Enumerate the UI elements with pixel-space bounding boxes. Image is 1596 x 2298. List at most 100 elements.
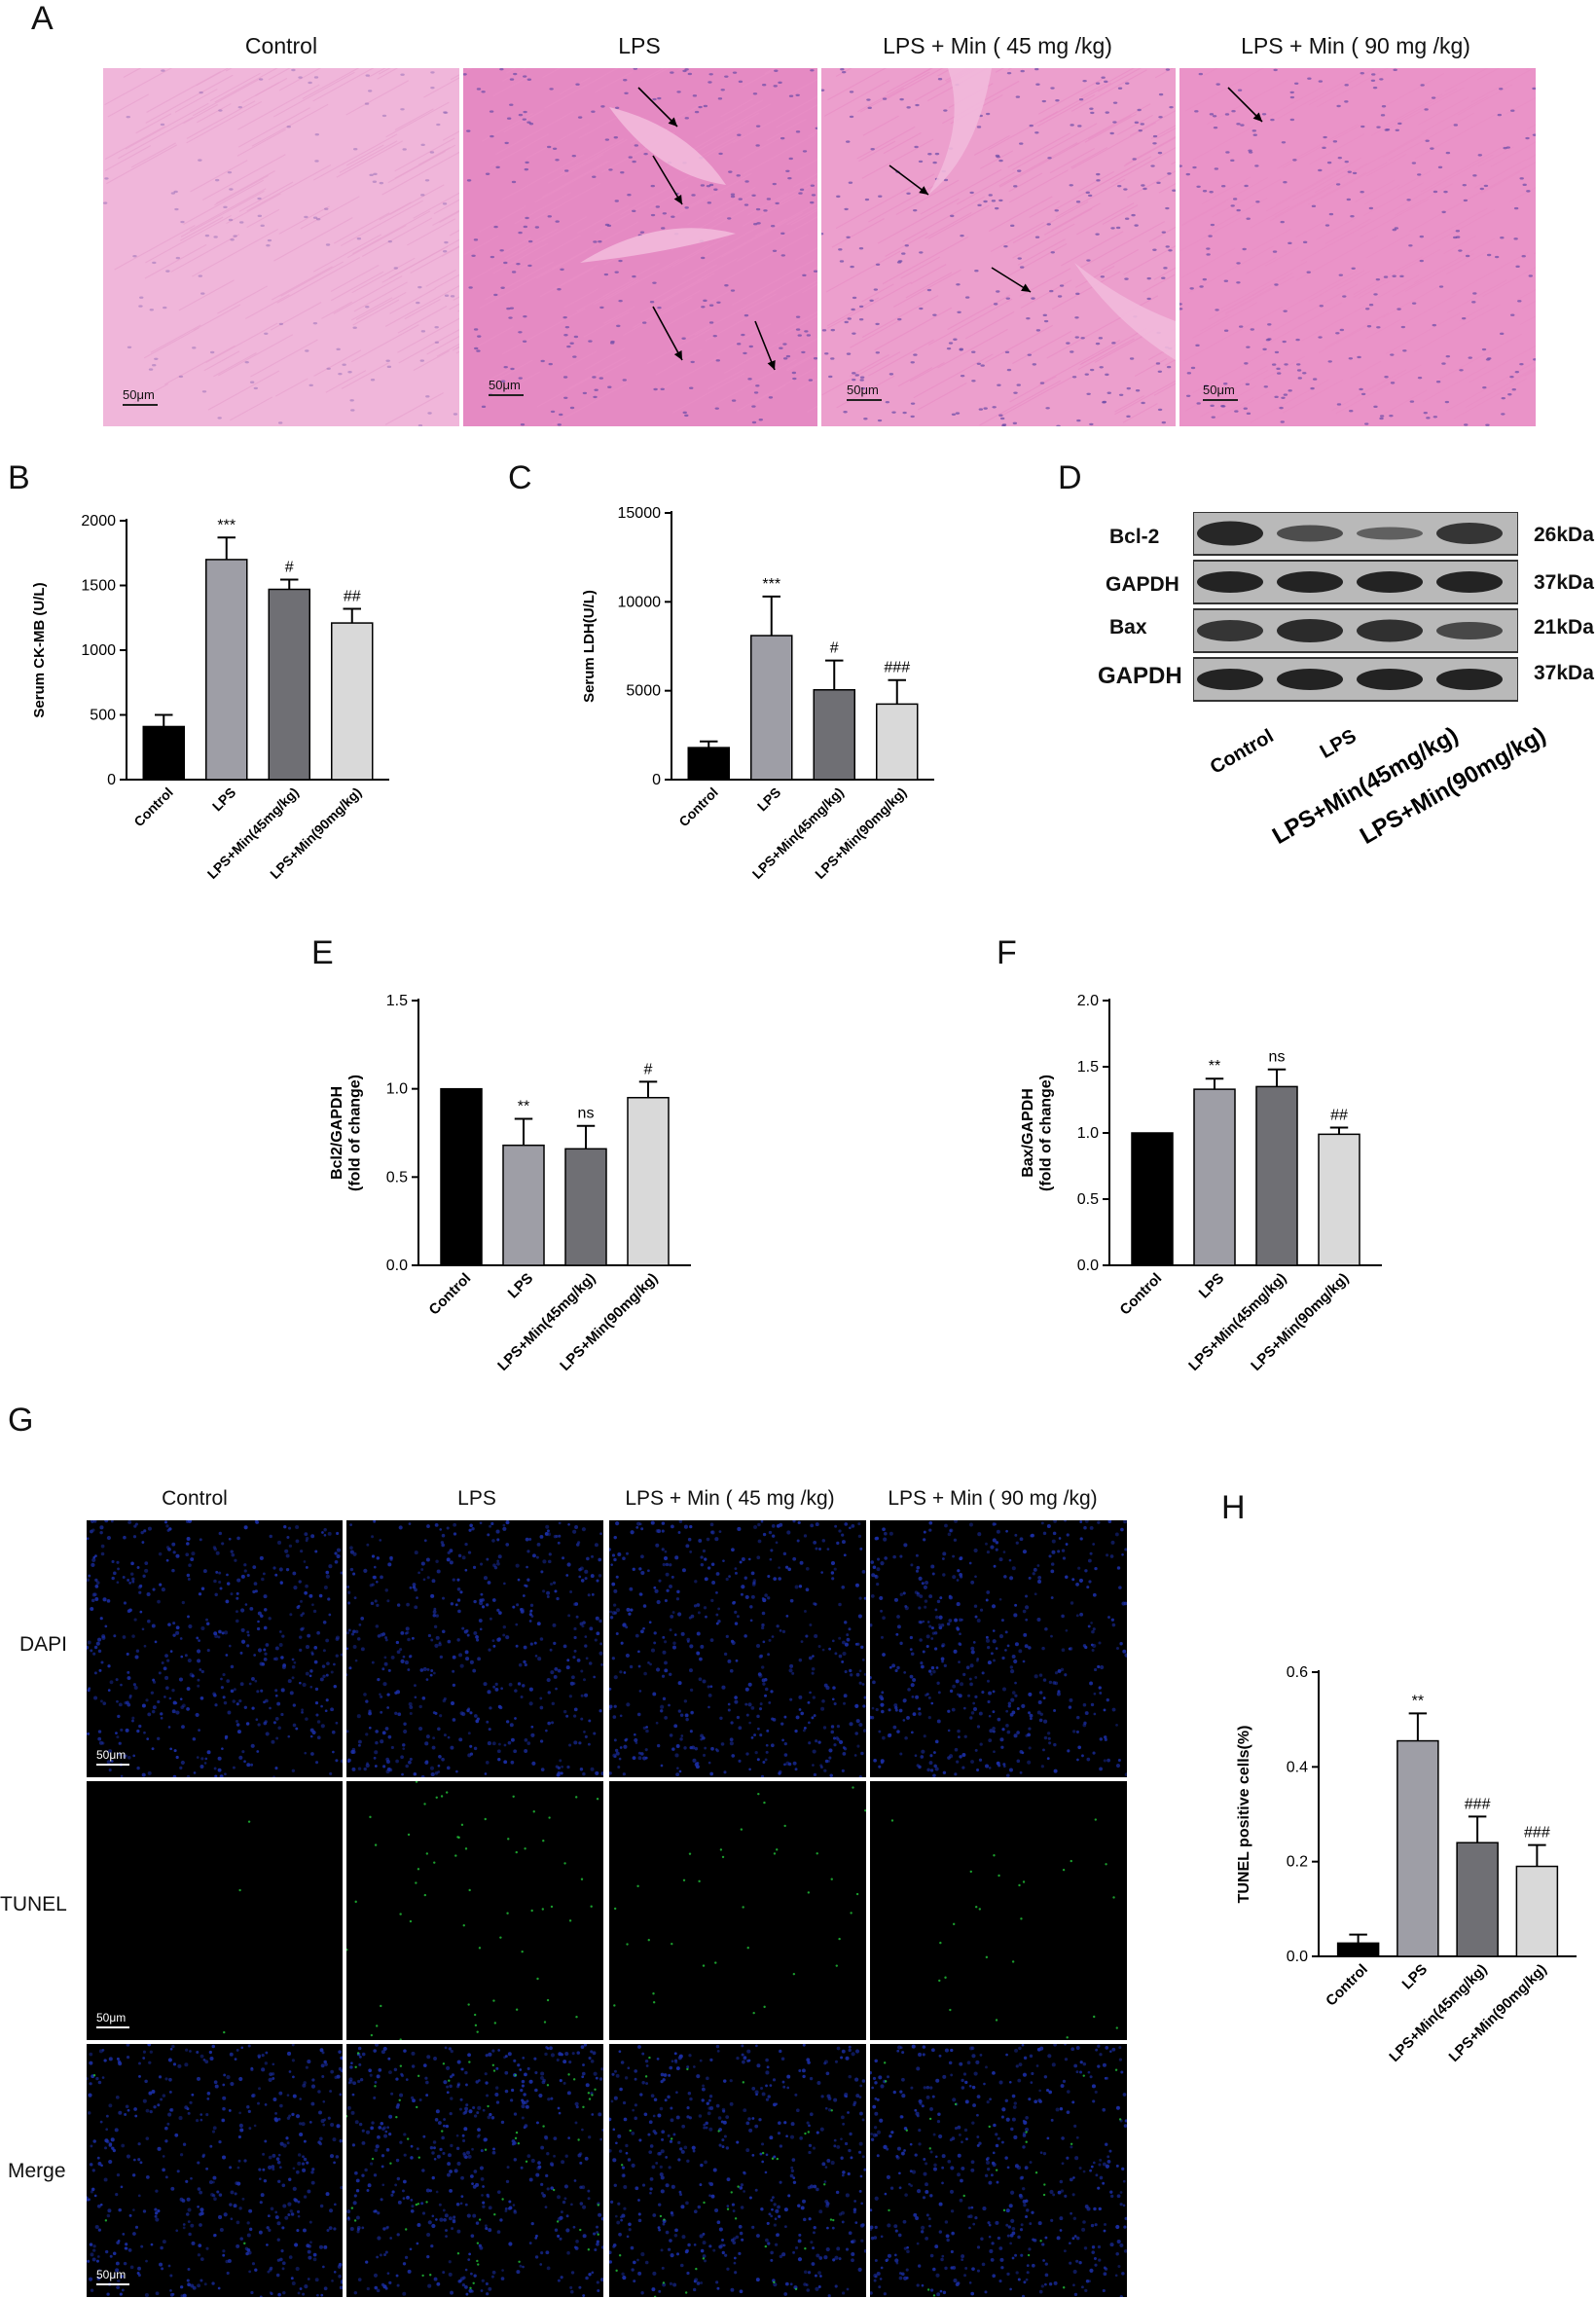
dapi-nucleus — [613, 1603, 617, 1607]
dapi-nucleus — [383, 1656, 387, 1660]
dapi-nucleus — [147, 2044, 152, 2047]
dapi-nucleus — [464, 2268, 468, 2272]
dapi-nucleus — [142, 2057, 146, 2060]
he-nucleus — [1392, 274, 1396, 277]
dapi-nucleus — [447, 1550, 451, 1555]
dapi-nucleus — [780, 1722, 784, 1726]
dapi-nucleus — [309, 1685, 313, 1689]
dapi-nucleus — [587, 2197, 591, 2201]
dapi-nucleus — [123, 1535, 127, 1540]
dapi-nucleus — [250, 1743, 255, 1748]
he-nucleus — [1101, 76, 1106, 79]
dapi-nucleus — [191, 2093, 195, 2097]
dapi-nucleus — [697, 1611, 701, 1615]
dapi-nucleus — [756, 1758, 760, 1762]
he-fiber — [1020, 279, 1072, 309]
significance-label: *** — [762, 576, 780, 593]
dapi-nucleus — [212, 1546, 217, 1550]
dapi-nucleus — [246, 2105, 250, 2109]
dapi-nucleus — [849, 1722, 853, 1727]
he-texture — [103, 68, 459, 426]
dapi-nucleus — [549, 2046, 553, 2051]
he-nucleus — [1432, 323, 1436, 327]
y-tick-label: 1.0 — [386, 1081, 408, 1098]
he-nucleus — [1077, 125, 1082, 128]
dapi-nucleus — [925, 1693, 929, 1696]
dapi-nucleus — [141, 1772, 146, 1777]
dapi-nucleus — [356, 2230, 360, 2234]
dapi-nucleus — [725, 1577, 729, 1582]
he-nucleus — [103, 201, 108, 204]
dapi-nucleus — [274, 2215, 279, 2220]
dapi-nucleus — [762, 1761, 766, 1764]
dapi-nucleus — [117, 1714, 121, 1719]
dapi-nucleus — [477, 2128, 481, 2133]
dapi-nucleus — [167, 2058, 172, 2062]
he-nucleus — [563, 334, 568, 337]
he-nucleus — [773, 85, 778, 88]
he-fiber — [979, 380, 1062, 426]
he-fiber — [1262, 302, 1343, 347]
dapi-nucleus — [611, 1657, 615, 1660]
dapi-nucleus — [381, 2154, 385, 2158]
dapi-nucleus — [211, 2281, 215, 2285]
dapi-nucleus — [480, 2289, 484, 2292]
he-fiber — [1514, 161, 1536, 174]
dapi-nucleus — [257, 1723, 261, 1727]
dapi-nucleus — [135, 1649, 140, 1653]
dapi-nucleus — [902, 1591, 906, 1595]
dapi-nucleus — [467, 2154, 472, 2159]
dapi-nucleus — [338, 2050, 342, 2054]
dapi-nucleus — [106, 2213, 111, 2218]
he-nucleus — [991, 200, 997, 202]
he-fiber — [1413, 154, 1494, 200]
dapi-nucleus — [1007, 1701, 1012, 1705]
he-nucleus — [1214, 167, 1219, 170]
dapi-nucleus — [449, 2188, 453, 2193]
dapi-nucleus — [574, 2121, 578, 2125]
dapi-nucleus — [579, 2202, 584, 2206]
dapi-nucleus — [477, 1657, 482, 1661]
dapi-nucleus — [683, 1524, 688, 1529]
dapi-nucleus — [132, 1683, 137, 1687]
dapi-nucleus — [833, 1701, 837, 1706]
dapi-nucleus — [214, 1703, 218, 1707]
he-fiber — [877, 198, 960, 244]
dapi-nucleus — [782, 1551, 787, 1556]
dapi-nucleus — [447, 1639, 452, 1644]
dapi-nucleus — [1039, 1712, 1043, 1716]
dapi-nucleus — [432, 1736, 436, 1740]
dapi-nucleus — [410, 2144, 414, 2148]
he-nucleus — [1319, 305, 1324, 308]
he-nucleus — [815, 127, 817, 129]
dapi-nucleus — [522, 2056, 526, 2060]
dapi-nucleus — [985, 1542, 988, 1546]
fl-scalebar: 50μm — [96, 1748, 129, 1766]
he-nucleus — [416, 301, 420, 305]
he-nucleus — [792, 377, 797, 381]
dapi-nucleus — [553, 2136, 558, 2140]
dapi-nucleus — [554, 1666, 559, 1671]
tunel-positive-cell — [425, 1852, 429, 1855]
dapi-nucleus — [504, 2070, 509, 2075]
bar — [502, 1144, 545, 1266]
he-fiber — [1122, 403, 1158, 423]
dapi-nucleus — [289, 1613, 293, 1617]
dapi-nucleus — [366, 2189, 370, 2192]
he-nucleus — [420, 143, 425, 147]
dapi-nucleus — [907, 1688, 911, 1692]
he-nucleus — [1510, 313, 1515, 316]
he-nucleus — [1157, 151, 1163, 155]
dapi-nucleus — [449, 1560, 453, 1565]
dapi-nucleus — [496, 1538, 500, 1542]
dapi-nucleus — [638, 1567, 642, 1571]
dapi-nucleus — [116, 2172, 121, 2177]
dapi-nucleus — [340, 1653, 343, 1657]
dapi-nucleus — [926, 1768, 930, 1772]
dapi-nucleus — [318, 1593, 323, 1598]
dapi-nucleus — [325, 1698, 329, 1702]
he-nucleus — [736, 174, 741, 177]
tunel-positive-cell — [542, 1839, 545, 1842]
category-label: LPS+Min(45mg/kg) — [1386, 1961, 1490, 2065]
dapi-nucleus — [718, 1530, 722, 1533]
